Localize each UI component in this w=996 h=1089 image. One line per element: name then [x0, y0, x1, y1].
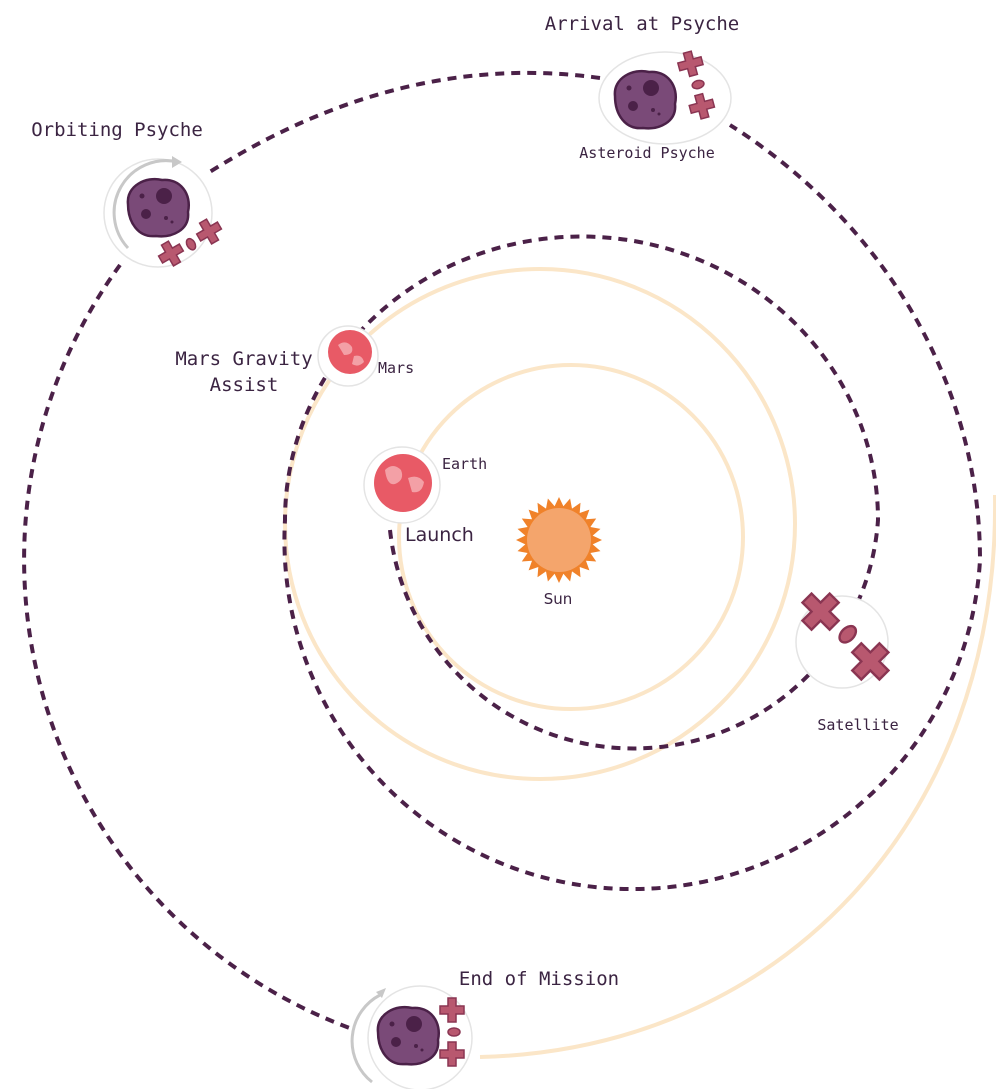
label: Asteroid Psyche	[579, 144, 714, 162]
label: Launch	[405, 524, 474, 546]
label: Sun	[544, 590, 573, 608]
label: Mars	[378, 359, 414, 377]
label: Mars Gravity	[175, 348, 312, 370]
label: Assist	[210, 374, 279, 396]
label: Satellite	[817, 716, 898, 734]
label: End of Mission	[459, 968, 619, 990]
asteroid-icon	[378, 1007, 439, 1064]
label: Arrival at Psyche	[545, 13, 739, 35]
label: Earth	[442, 455, 487, 473]
asteroid-icon	[615, 71, 676, 128]
sun	[516, 497, 602, 583]
label: Orbiting Psyche	[31, 119, 203, 141]
asteroid-icon	[128, 179, 189, 236]
mission-diagram: Arrival at Psyche Asteroid Psyche Orbiti…	[0, 0, 996, 1089]
